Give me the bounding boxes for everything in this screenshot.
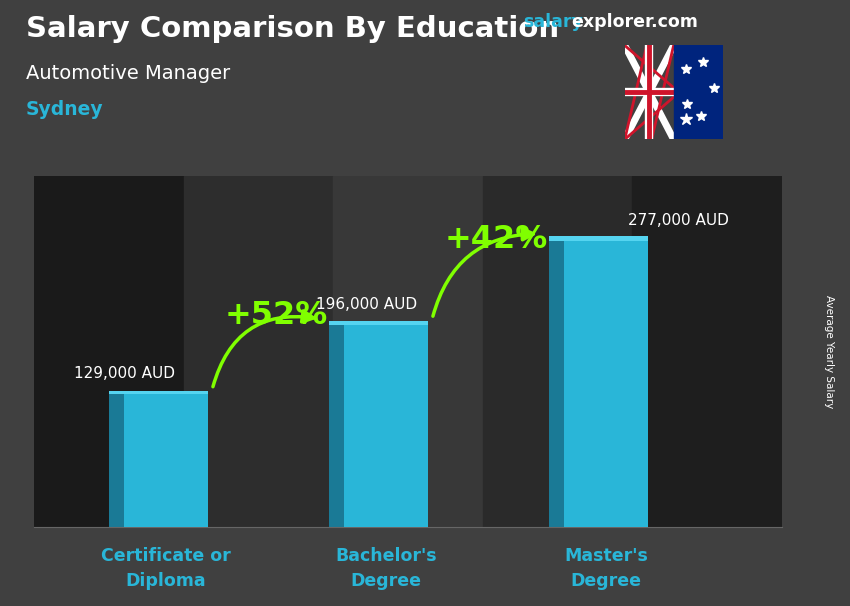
Text: Automotive Manager: Automotive Manager (26, 64, 230, 82)
Bar (673, 45, 722, 139)
Bar (109, 394, 124, 527)
Bar (34, 176, 184, 527)
Bar (564, 241, 648, 527)
Text: +52%: +52% (224, 300, 327, 331)
Bar (483, 176, 632, 527)
Text: Average Yearly Salary: Average Yearly Salary (824, 295, 834, 408)
Bar (124, 394, 207, 527)
Text: +42%: +42% (445, 224, 547, 255)
Text: 277,000 AUD: 277,000 AUD (628, 213, 728, 228)
Text: Sydney: Sydney (26, 100, 103, 119)
Bar (549, 236, 648, 241)
Bar (329, 325, 344, 527)
Bar (344, 325, 428, 527)
Text: Salary Comparison By Education: Salary Comparison By Education (26, 15, 558, 43)
Bar (333, 176, 483, 527)
Bar (109, 391, 207, 394)
Text: explorer.com: explorer.com (571, 13, 698, 32)
Bar (184, 176, 333, 527)
Bar (549, 241, 564, 527)
Text: salary: salary (523, 13, 582, 32)
Text: 196,000 AUD: 196,000 AUD (315, 297, 416, 312)
Text: 129,000 AUD: 129,000 AUD (74, 367, 174, 381)
Bar (632, 176, 782, 527)
Bar (329, 321, 428, 325)
